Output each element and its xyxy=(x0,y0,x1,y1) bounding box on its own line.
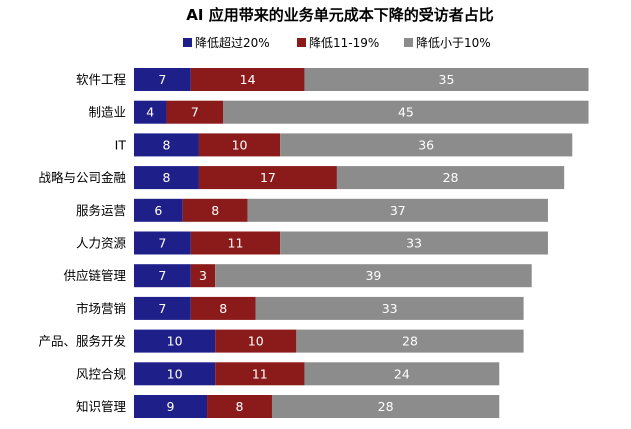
bar-value-1-1: 7 xyxy=(191,105,199,120)
bar-1-2 xyxy=(223,100,589,124)
legend-label-0: 降低超过20% xyxy=(195,35,270,50)
legend-label-2: 降低小于10% xyxy=(416,36,491,50)
bar-8-2 xyxy=(296,329,524,353)
bar-value-9-2: 24 xyxy=(394,366,410,381)
bar-0-0 xyxy=(134,68,191,91)
bar-value-1-0: 4 xyxy=(146,105,154,120)
bar-value-4-2: 37 xyxy=(390,203,406,218)
bar-7-1 xyxy=(190,296,256,320)
legend-swatch-1 xyxy=(297,38,306,47)
bar-value-5-2: 33 xyxy=(406,236,422,251)
bar-value-6-2: 39 xyxy=(365,268,381,283)
bar-value-2-0: 8 xyxy=(162,137,170,152)
legend: 降低超过20% 降低11-19% 降低小于10% xyxy=(183,35,491,50)
bar-value-6-1: 3 xyxy=(199,268,207,283)
bar-6-2 xyxy=(215,264,532,288)
legend-label-1: 降低11-19% xyxy=(309,36,379,50)
bar-4-2 xyxy=(247,198,548,222)
category-label-1: 制造业 xyxy=(88,105,126,120)
bar-2-1 xyxy=(198,133,281,157)
bar-8-0 xyxy=(134,329,216,353)
bar-2-0 xyxy=(134,133,199,157)
bar-2-2 xyxy=(280,133,573,157)
bar-3-0 xyxy=(134,166,199,190)
bar-5-0 xyxy=(134,231,191,255)
bar-value-3-0: 8 xyxy=(162,170,170,185)
category-label-0: 软件工程 xyxy=(76,72,127,87)
bar-value-8-0: 10 xyxy=(167,334,183,349)
bar-10-0 xyxy=(134,395,208,418)
bar-value-4-1: 8 xyxy=(211,203,219,218)
bar-value-6-0: 7 xyxy=(158,268,166,283)
category-label-10: 知识管理 xyxy=(76,399,127,414)
bar-value-1-2: 45 xyxy=(398,105,414,120)
bar-10-2 xyxy=(271,395,500,418)
category-label-6: 供应链管理 xyxy=(63,268,126,283)
bar-value-4-0: 6 xyxy=(154,203,162,218)
category-label-9: 风控合规 xyxy=(76,366,126,381)
bar-value-10-1: 8 xyxy=(236,399,244,414)
bar-10-1 xyxy=(207,395,272,418)
bar-1-0 xyxy=(134,100,167,124)
bar-9-1 xyxy=(215,362,305,386)
bar-value-2-1: 10 xyxy=(232,137,248,152)
bar-0-2 xyxy=(304,68,589,91)
bar-value-8-1: 10 xyxy=(248,334,264,349)
bar-value-5-0: 7 xyxy=(158,236,166,251)
bar-value-7-2: 33 xyxy=(382,301,398,316)
legend-swatch-2 xyxy=(404,38,413,47)
legend-swatch-0 xyxy=(183,38,192,47)
bar-1-1 xyxy=(166,100,224,124)
bar-4-0 xyxy=(134,198,183,222)
bar-7-2 xyxy=(255,296,524,320)
bar-value-7-1: 8 xyxy=(219,301,227,316)
bar-3-2 xyxy=(336,166,565,190)
category-label-5: 人力资源 xyxy=(76,236,127,251)
bar-5-2 xyxy=(280,231,548,255)
bar-value-0-0: 7 xyxy=(158,72,166,87)
bar-0-1 xyxy=(190,68,305,91)
bar-7-0 xyxy=(134,296,191,320)
bar-value-0-2: 35 xyxy=(439,72,455,87)
bar-9-2 xyxy=(304,362,500,386)
bar-value-3-2: 28 xyxy=(443,170,459,185)
bars: 7 14 35 4 7 45 8 10 36 8 17 28 6 8 37 7 11 33 7 3 39 7 8 33 10 10… xyxy=(134,68,589,418)
bar-8-1 xyxy=(215,329,297,353)
bar-3-1 xyxy=(198,166,337,190)
bar-value-10-0: 9 xyxy=(167,399,175,414)
chart-title: AI 应用带来的业务单元成本下降的受访者占比 xyxy=(186,6,493,24)
bar-value-3-1: 17 xyxy=(260,170,276,185)
category-label-4: 服务运营 xyxy=(76,203,126,218)
bar-value-9-0: 10 xyxy=(167,366,183,381)
bar-9-0 xyxy=(134,362,216,386)
category-label-7: 市场营销 xyxy=(76,301,126,316)
bar-6-0 xyxy=(134,264,191,288)
bar-value-2-2: 36 xyxy=(418,137,434,152)
category-label-3: 战略与公司金融 xyxy=(38,170,126,185)
bar-value-0-1: 14 xyxy=(240,72,256,87)
bar-value-9-1: 11 xyxy=(252,366,268,381)
bar-value-10-2: 28 xyxy=(378,399,394,414)
bar-4-1 xyxy=(182,198,248,222)
bar-6-1 xyxy=(190,264,216,288)
bar-5-1 xyxy=(190,231,281,255)
bar-value-5-1: 11 xyxy=(228,236,244,251)
bar-value-8-2: 28 xyxy=(402,334,418,349)
bar-value-7-0: 7 xyxy=(158,301,166,316)
category-label-2: IT xyxy=(115,137,127,152)
category-label-8: 产品、服务开发 xyxy=(38,334,126,349)
